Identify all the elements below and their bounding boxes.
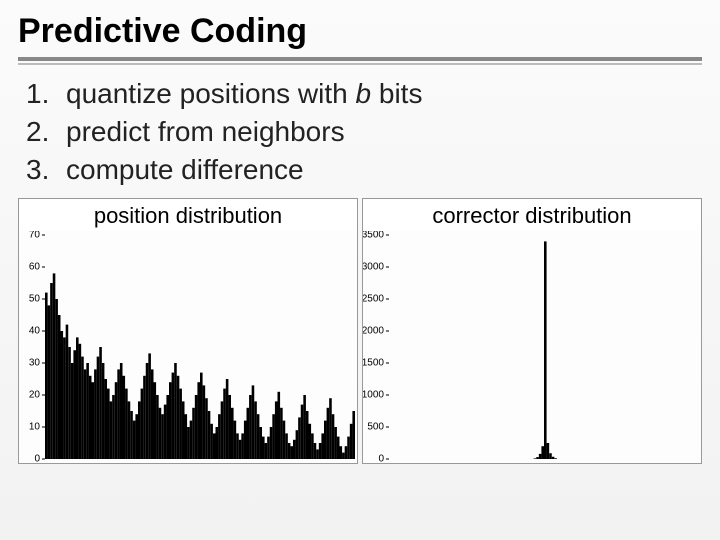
svg-text:0: 0 [34,454,40,463]
svg-text:1500: 1500 [363,358,384,369]
svg-text:2000: 2000 [363,326,384,337]
svg-text:0: 0 [378,454,384,463]
svg-text:40: 40 [29,326,41,337]
svg-text:70: 70 [29,231,41,241]
svg-text:3000: 3000 [363,262,384,273]
list-number: 3. [26,151,66,189]
list-item: 2. predict from neighbors [26,113,702,151]
chart-svg-right: 0 500 1000 1500 2000 2500 3000 3500 [363,231,701,463]
chart-title-right: corrector distribution [363,199,701,231]
list-text: compute difference [66,151,304,189]
chart-panel-left: position distribution 0 10 20 30 40 50 60 70 [18,198,358,464]
list-text: quantize positions with b bits [66,75,422,113]
list-number: 1. [26,75,66,113]
svg-text:10: 10 [29,422,41,433]
list-text-after: bits [371,78,422,109]
svg-text:20: 20 [29,390,41,401]
page-title: Predictive Coding [18,12,702,61]
svg-text:500: 500 [367,422,384,433]
list-text-before: quantize positions with [66,78,356,109]
list-text: predict from neighbors [66,113,345,151]
svg-text:50: 50 [29,294,41,305]
list-text-italic: b [356,78,372,109]
chart-svg-left: 0 10 20 30 40 50 60 70 [19,231,357,463]
svg-text:1000: 1000 [363,390,384,401]
svg-text:3500: 3500 [363,231,384,241]
list-text-before: predict from neighbors [66,116,345,147]
list-item: 3. compute difference [26,151,702,189]
chart-body-right: 0 500 1000 1500 2000 2500 3000 3500 [363,231,701,463]
slide: Predictive Coding 1. quantize positions … [0,0,720,540]
chart-body-left: 0 10 20 30 40 50 60 70 [19,231,357,463]
chart-panel-right: corrector distribution 0 500 1000 1500 2000 2… [362,198,702,464]
svg-text:30: 30 [29,358,41,369]
list-text-before: compute difference [66,154,304,185]
chart-title-left: position distribution [19,199,357,231]
list-number: 2. [26,113,66,151]
numbered-list: 1. quantize positions with b bits 2. pre… [26,75,702,188]
list-item: 1. quantize positions with b bits [26,75,702,113]
svg-text:60: 60 [29,262,41,273]
charts-row: position distribution 0 10 20 30 40 50 60 70 co… [18,198,702,464]
svg-text:2500: 2500 [363,294,384,305]
